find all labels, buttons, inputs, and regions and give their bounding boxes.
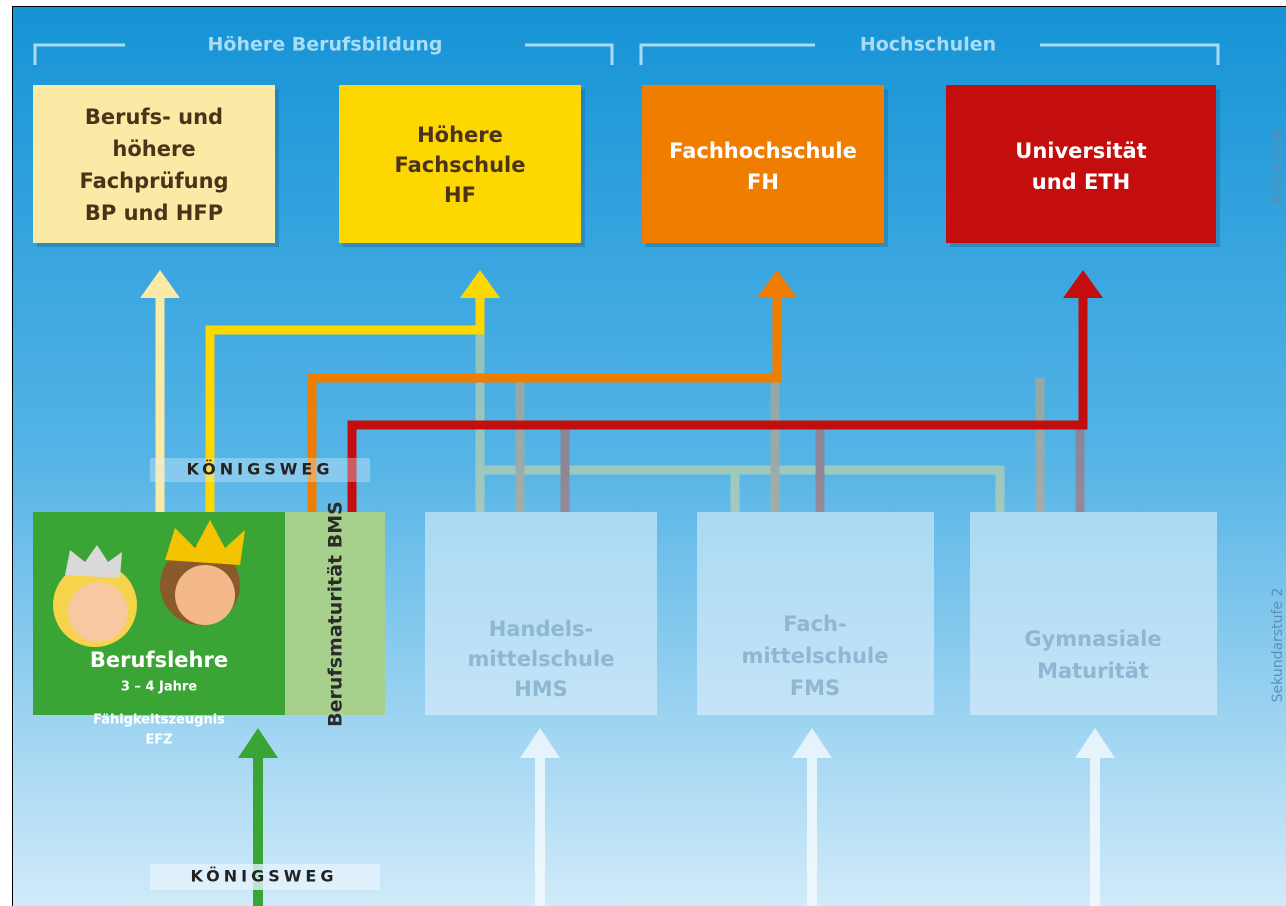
box-text: Höhere [417,123,503,147]
box-uni [946,85,1216,243]
box-text: 3 – 4 Jahre [121,680,197,695]
box-text: Berufsmaturität BMS [325,501,347,727]
box-text: mittelschule [742,644,889,668]
box-text: Fähigkeitszeugnis [93,713,225,728]
box-fh [642,85,884,243]
diagram: Höhere Berufsbildung Hochschulen Berufs-… [0,0,1286,906]
box-text: Berufslehre [90,648,228,672]
box-text: Universität [1015,139,1146,163]
box-text: Fachschule [395,153,526,177]
stage-label: Sekundarstufe 2 [1270,588,1286,703]
box-text: Berufs- und [85,105,223,129]
box-text: FMS [790,676,840,700]
route-label: KÖNIGSWEG [187,460,334,479]
box-text: Fach- [783,612,846,636]
box-text: Gymnasiale [1024,627,1161,651]
route-label: KÖNIGSWEG [191,867,338,886]
box-text: Fachprüfung [79,169,228,193]
box-text: höhere [112,137,195,161]
header-label: Höhere Berufsbildung [208,34,443,56]
box-text: Maturität [1037,659,1149,683]
box-text: und ETH [1032,170,1131,194]
box-text: BP und HFP [85,201,223,225]
box-text: HMS [514,677,568,701]
box-text: Handels- [489,617,593,641]
stage-label: Tertiärstufe [1270,125,1286,205]
header-label: Hochschulen [860,34,996,56]
box-text: Fachhochschule [669,139,857,163]
box-text: FH [747,170,779,194]
box-text: EFZ [145,733,172,748]
box-text: mittelschule [468,647,615,671]
box-text: HF [444,183,476,207]
box-gym [970,512,1217,715]
